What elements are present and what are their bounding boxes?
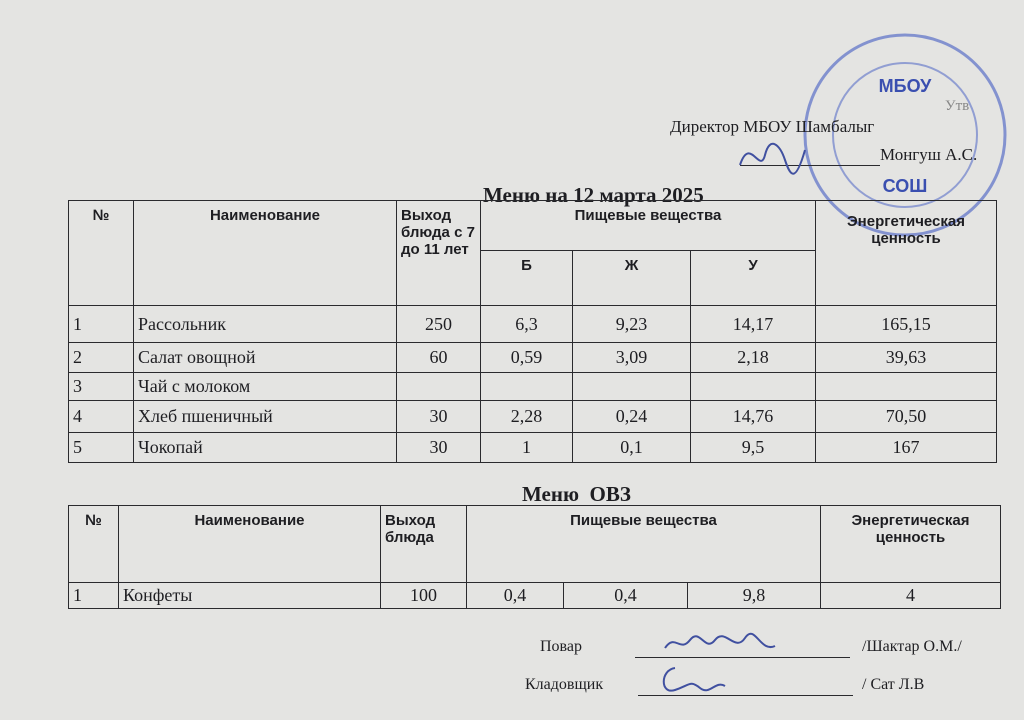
col-energy: Энергетическая ценность: [820, 505, 1001, 583]
cell-b: 0,4: [466, 582, 564, 609]
table-row: 5 Чокопай 30 1 0,1 9,5 167: [68, 432, 997, 463]
cell-name: Салат овощной: [133, 342, 397, 373]
cell-b: 2,28: [480, 400, 573, 433]
col-name: Наименование: [118, 505, 381, 583]
cell-b: 6,3: [480, 305, 573, 343]
director-title: Директор МБОУ Шамбалыг: [670, 117, 875, 136]
col-nutrients: Пищевые вещества: [480, 200, 816, 251]
table-row: 2 Салат овощной 60 0,59 3,09 2,18 39,63: [68, 342, 997, 373]
cell-energy: 39,63: [815, 342, 997, 373]
cell-b: 0,59: [480, 342, 573, 373]
col-name: Наименование: [133, 200, 397, 306]
menu-table: № Наименование Выход блюда с 7 до 11 лет…: [68, 200, 997, 463]
col-num: №: [68, 200, 134, 306]
col-energy: Энергетическая ценность: [815, 200, 997, 306]
cook-name: /Шактар О.М./: [862, 638, 962, 655]
cell-yield: 250: [396, 305, 481, 343]
cell-yield: 100: [380, 582, 467, 609]
cell-name: Чокопай: [133, 432, 397, 463]
cell-name: Рассольник: [133, 305, 397, 343]
ovz-table: № Наименование Выход блюда Пищевые вещес…: [68, 505, 1001, 609]
col-yield: Выход блюда: [380, 505, 467, 583]
cell-num: 5: [68, 432, 134, 463]
cell-b: [480, 372, 573, 401]
cook-label: Повар: [540, 638, 582, 655]
svg-text:СОШ: СОШ: [883, 176, 928, 196]
cell-num: 1: [68, 582, 119, 609]
cell-name: Хлеб пшеничный: [133, 400, 397, 433]
cell-energy: 165,15: [815, 305, 997, 343]
cell-energy: 4: [820, 582, 1001, 609]
cell-zh: 9,23: [572, 305, 691, 343]
cell-u: 14,76: [690, 400, 816, 433]
table-row: 1 Рассольник 250 6,3 9,23 14,17 165,15: [68, 305, 997, 343]
col-u: У: [690, 250, 816, 306]
cell-u: [690, 372, 816, 401]
cell-yield: 30: [396, 432, 481, 463]
cell-yield: 30: [396, 400, 481, 433]
cell-num: 1: [68, 305, 134, 343]
storekeeper-signature: [662, 667, 726, 692]
col-b: Б: [480, 250, 573, 306]
cell-yield: [396, 372, 481, 401]
cook-signature: [664, 632, 776, 649]
col-zh: Ж: [572, 250, 691, 306]
col-num: №: [68, 505, 119, 583]
cell-b: 1: [480, 432, 573, 463]
cell-yield: 60: [396, 342, 481, 373]
cell-num: 4: [68, 400, 134, 433]
cell-num: 3: [68, 372, 134, 401]
cell-u: 14,17: [690, 305, 816, 343]
director-name: Монгуш А.С.: [880, 145, 978, 164]
cell-u: 9,8: [687, 582, 821, 609]
table-row: 3 Чай с молоком: [68, 372, 997, 401]
cell-zh: 0,24: [572, 400, 691, 433]
storekeeper-name: / Сат Л.В: [862, 676, 925, 693]
cell-zh: [572, 372, 691, 401]
cell-u: 2,18: [690, 342, 816, 373]
svg-text:МБОУ: МБОУ: [879, 76, 932, 96]
cell-zh: 0,4: [563, 582, 688, 609]
cell-energy: [815, 372, 997, 401]
cell-zh: 0,1: [572, 432, 691, 463]
cell-energy: 70,50: [815, 400, 997, 433]
cell-name: Конфеты: [118, 582, 381, 609]
cell-zh: 3,09: [572, 342, 691, 373]
director-signature: [739, 142, 806, 175]
storekeeper-label: Кладовщик: [525, 676, 604, 693]
cell-num: 2: [68, 342, 134, 373]
ovz-title: Меню ОВЗ: [522, 482, 631, 506]
col-nutrients: Пищевые вещества: [466, 505, 821, 583]
cell-u: 9,5: [690, 432, 816, 463]
cell-name: Чай с молоком: [133, 372, 397, 401]
approve-text: Утв: [945, 98, 970, 114]
table-row: 1 Конфеты 100 0,4 0,4 9,8 4: [68, 582, 1001, 609]
col-yield: Выход блюда с 7 до 11 лет: [396, 200, 481, 306]
table-row: 4 Хлеб пшеничный 30 2,28 0,24 14,76 70,50: [68, 400, 997, 433]
cell-energy: 167: [815, 432, 997, 463]
